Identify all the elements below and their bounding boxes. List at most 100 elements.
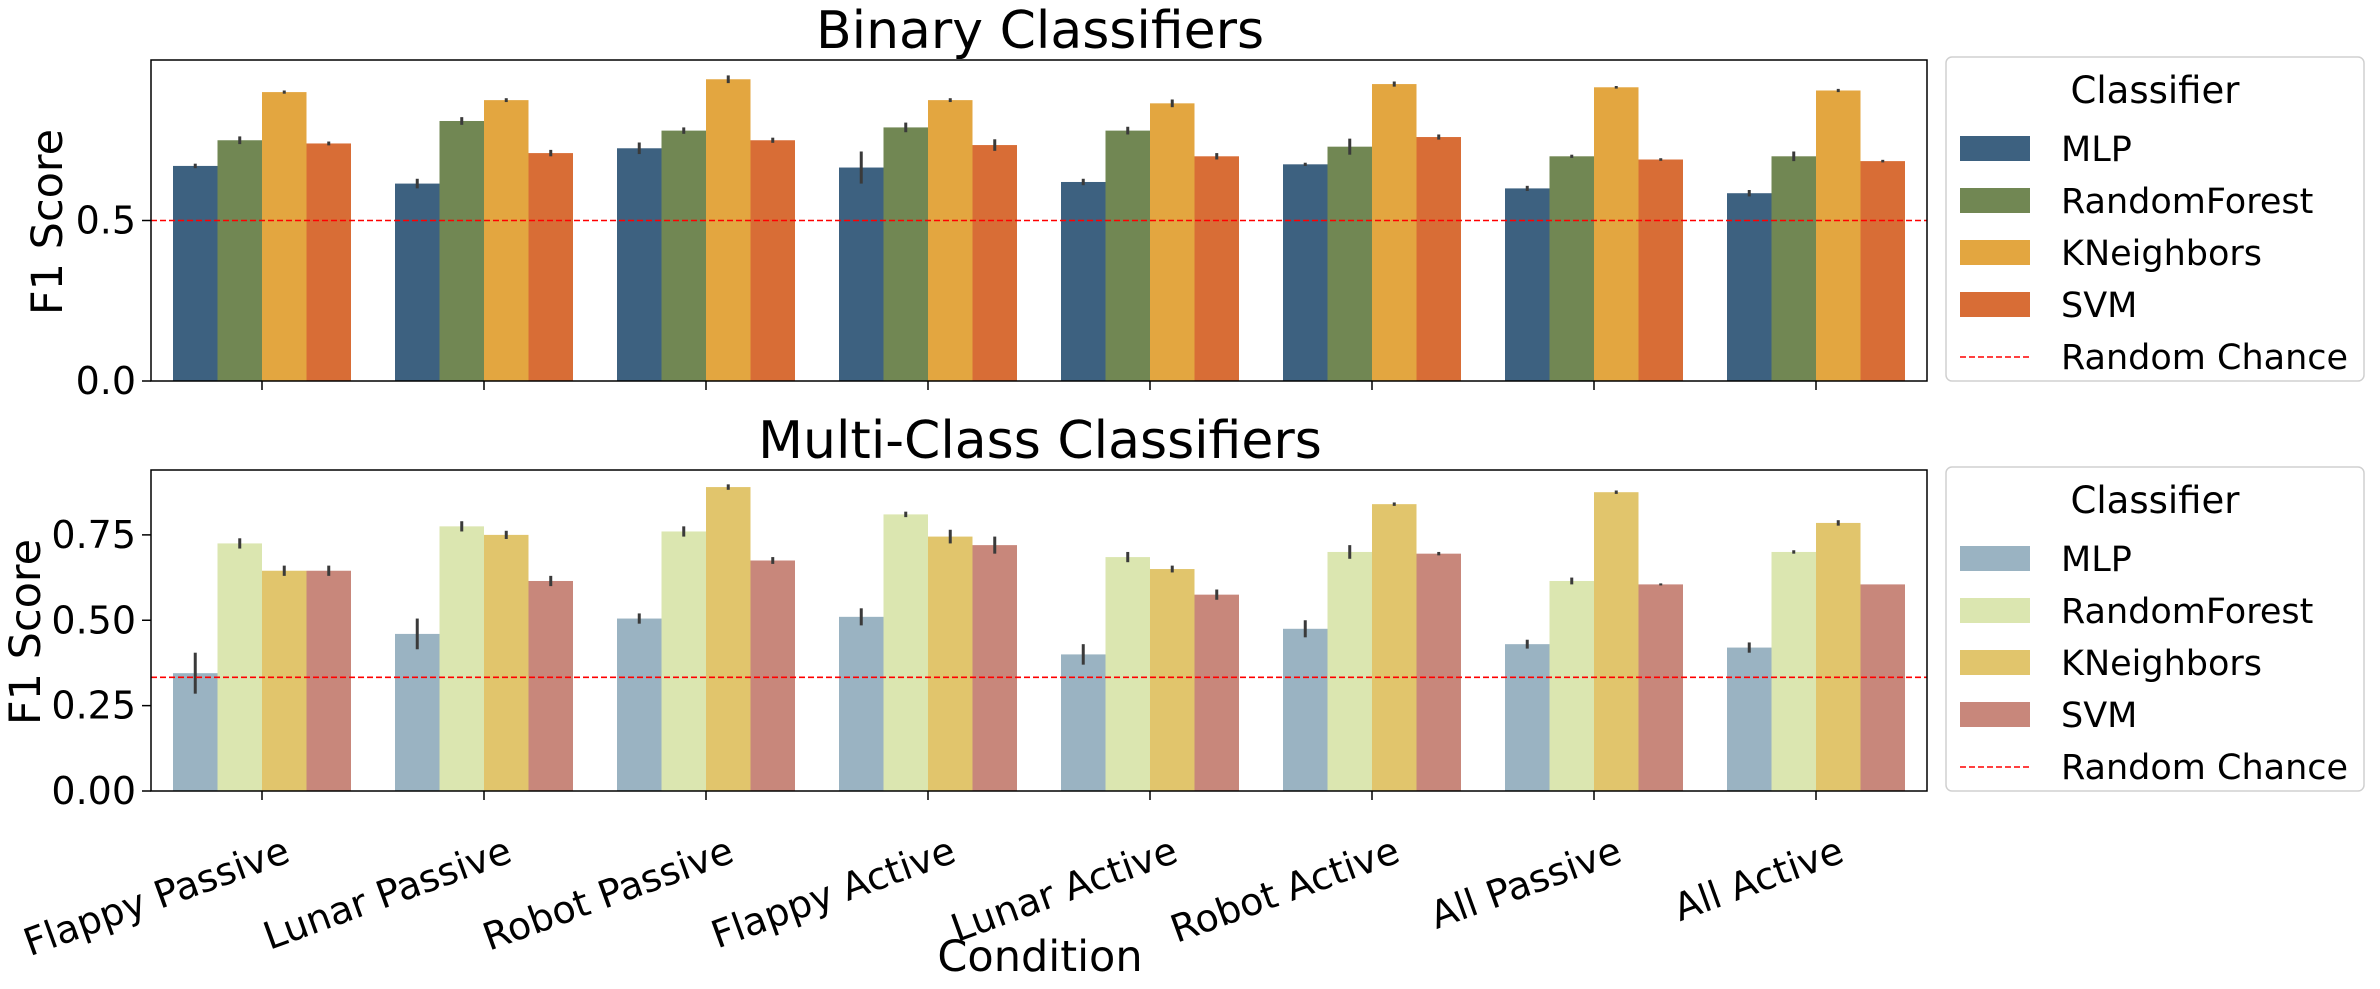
bottom-bar-svm-flappy-passive	[306, 570, 351, 791]
top-plot-area: 0.0 0.5	[76, 59, 1928, 403]
top-bar-randomforest-lunar-passive	[439, 120, 484, 382]
top-bar-kneighbors-all-active	[1816, 90, 1861, 382]
top-bar-randomforest-all-active	[1771, 156, 1816, 381]
top-bar-kneighbors-lunar-passive	[484, 100, 529, 381]
top-bar-svm-robot-passive	[750, 140, 795, 381]
top-legend-label-random-chance: Random Chance	[2061, 338, 2348, 378]
top-legend-label-svm: SVM	[2061, 286, 2137, 326]
top-bar-kneighbors-robot-passive	[706, 79, 751, 381]
top-bar-mlp-robot-active	[1283, 164, 1328, 381]
top-bar-svm-all-passive	[1638, 159, 1683, 381]
top-bar-kneighbors-flappy-passive	[262, 92, 307, 381]
top-bar-mlp-robot-passive	[617, 148, 662, 381]
xtick-label-all-active: All Active	[1668, 828, 1849, 930]
bottom-chart-title: Multi-Class Classifiers	[758, 411, 1322, 471]
bottom-bar-randomforest-all-active	[1771, 551, 1816, 791]
top-bar-svm-flappy-passive	[306, 143, 351, 381]
bottom-bar-mlp-robot-passive	[617, 618, 662, 791]
bottom-bar-kneighbors-lunar-passive	[484, 534, 529, 791]
top-bar-mlp-all-passive	[1505, 188, 1550, 381]
xtick-label-flappy-passive: Flappy Passive	[18, 828, 295, 965]
top-bar-kneighbors-robot-active	[1372, 84, 1417, 381]
top-bar-svm-robot-active	[1416, 137, 1461, 381]
bottom-bar-kneighbors-all-passive	[1594, 492, 1639, 791]
top-axes-frame	[150, 59, 1928, 382]
top-bar-randomforest-flappy-active	[883, 127, 928, 381]
bottom-legend-swatch-kneighbors	[1960, 650, 2030, 675]
bottom-bar-mlp-robot-active	[1283, 628, 1328, 791]
xtick-label-robot-active: Robot Active	[1165, 828, 1405, 951]
bottom-bar-mlp-all-active	[1727, 647, 1772, 791]
top-bar-randomforest-robot-passive	[661, 130, 706, 381]
bottom-legend-label-kneighbors: KNeighbors	[2061, 644, 2262, 684]
bottom-ytick-label: 0.75	[51, 513, 136, 557]
bottom-ytick-label: 0.50	[51, 598, 136, 642]
bottom-bar-mlp-all-passive	[1505, 644, 1550, 791]
bottom-legend-frame	[1945, 466, 2365, 792]
top-legend-swatch-kneighbors	[1960, 240, 2030, 265]
bottom-y-axis-label: F1 Score	[1, 539, 51, 725]
bottom-bar-kneighbors-lunar-active	[1150, 569, 1195, 791]
top-ytick-label: 0.0	[76, 359, 136, 403]
top-legend-swatch-mlp	[1960, 136, 2030, 161]
bottom-bar-randomforest-flappy-passive	[217, 543, 262, 791]
bottom-bar-randomforest-robot-passive	[661, 531, 706, 791]
top-bar-svm-lunar-passive	[528, 153, 573, 381]
top-legend-label-randomforest: RandomForest	[2061, 182, 2313, 222]
x-axis-label: Condition	[937, 932, 1142, 982]
bottom-bar-kneighbors-robot-passive	[706, 487, 751, 791]
top-bar-mlp-flappy-active	[839, 167, 884, 381]
bottom-legend-swatch-mlp	[1960, 546, 2030, 571]
bottom-bar-kneighbors-robot-active	[1372, 504, 1417, 791]
xtick-label-robot-passive: Robot Passive	[477, 828, 739, 959]
top-chart-title: Binary Classifiers	[816, 1, 1264, 61]
bottom-bar-svm-all-active	[1860, 584, 1905, 791]
top-ytick-label: 0.5	[76, 199, 136, 243]
top-bar-randomforest-flappy-passive	[217, 140, 262, 381]
bottom-bar-svm-lunar-passive	[528, 580, 573, 791]
bottom-legend-swatch-randomforest	[1960, 598, 2030, 623]
xtick-label-all-passive: All Passive	[1424, 828, 1627, 938]
bottom-bar-randomforest-lunar-passive	[439, 526, 484, 791]
bottom-axes-frame	[150, 469, 1928, 792]
top-bar-randomforest-lunar-active	[1105, 130, 1150, 381]
top-legend-swatch-randomforest	[1960, 188, 2030, 213]
top-bar-svm-flappy-active	[972, 145, 1017, 381]
top-bar-svm-lunar-active	[1194, 156, 1239, 381]
bottom-ytick-label: 0.25	[51, 684, 136, 728]
bottom-legend-swatch-svm	[1960, 702, 2030, 727]
bottom-legend-label-mlp: MLP	[2061, 540, 2132, 580]
top-bar-randomforest-all-passive	[1549, 156, 1594, 381]
xtick-label-flappy-active: Flappy Active	[705, 828, 961, 957]
bottom-legend-label-svm: SVM	[2061, 696, 2137, 736]
bottom-bar-kneighbors-all-active	[1816, 522, 1861, 791]
bottom-bar-randomforest-lunar-active	[1105, 557, 1150, 791]
bottom-bar-kneighbors-flappy-passive	[262, 570, 307, 791]
top-legend-frame	[1945, 56, 2365, 382]
bottom-bar-kneighbors-flappy-active	[928, 536, 973, 791]
top-bar-mlp-all-active	[1727, 193, 1772, 381]
bottom-bar-randomforest-flappy-active	[883, 514, 928, 791]
bottom-bar-mlp-flappy-active	[839, 616, 884, 791]
top-bar-kneighbors-all-passive	[1594, 87, 1639, 381]
bottom-bar-randomforest-all-passive	[1549, 580, 1594, 791]
bottom-legend-title: Classifier	[2071, 479, 2241, 522]
top-bar-mlp-lunar-passive	[395, 183, 440, 381]
bottom-bar-mlp-lunar-active	[1061, 654, 1106, 791]
bottom-legend: Classifier MLP RandomForest KNeighbors SVM Ra…	[1945, 466, 2365, 792]
top-legend-label-kneighbors: KNeighbors	[2061, 234, 2262, 274]
top-bar-kneighbors-lunar-active	[1150, 103, 1195, 382]
top-y-axis-label: F1 Score	[23, 129, 73, 315]
bottom-legend-label-random-chance: Random Chance	[2061, 748, 2348, 788]
bottom-legend-label-randomforest: RandomForest	[2061, 592, 2313, 632]
xtick-label-lunar-passive: Lunar Passive	[258, 828, 518, 958]
bottom-bar-svm-all-passive	[1638, 584, 1683, 791]
top-legend-swatch-svm	[1960, 292, 2030, 317]
bottom-bar-svm-lunar-active	[1194, 594, 1239, 791]
top-bar-mlp-lunar-active	[1061, 181, 1106, 381]
bottom-bar-svm-robot-passive	[750, 560, 795, 791]
bottom-ytick-label: 0.00	[51, 769, 136, 813]
top-legend-label-mlp: MLP	[2061, 130, 2132, 170]
